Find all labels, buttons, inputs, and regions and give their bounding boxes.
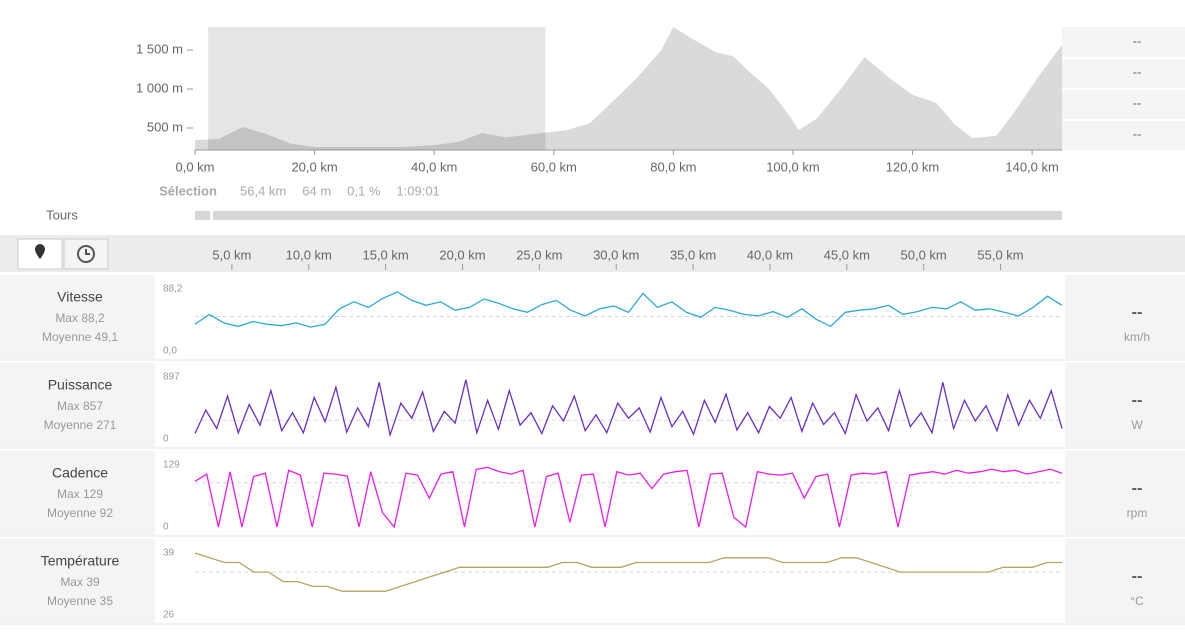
metric-unit: W (1131, 418, 1143, 432)
y-tick-label: 129 (163, 460, 180, 471)
tours-segment[interactable] (213, 211, 1062, 220)
metric-max: Max 88,2 (55, 311, 105, 325)
x-tick-label: 30,0 km (593, 247, 639, 262)
clock-hands (85, 249, 90, 255)
y-tick-label: 1 500 m (136, 41, 183, 56)
x-tick-label: 40,0 km (411, 159, 457, 174)
selection-label: Sélection (159, 183, 217, 198)
tours-segment[interactable] (195, 211, 210, 220)
metric-readout: -- (1132, 392, 1143, 409)
toolbar (0, 235, 1185, 272)
metric-unit: km/h (1124, 330, 1150, 344)
label-panel (0, 275, 155, 359)
readout: -- (1133, 126, 1142, 141)
metric-name: Puissance (48, 377, 113, 393)
metric-unit: rpm (1127, 506, 1148, 520)
x-tick-label: 25,0 km (516, 247, 562, 262)
label-panel (0, 363, 155, 447)
metric-max: Max 129 (57, 487, 103, 501)
metric-line (194, 466, 1063, 529)
tours-label: Tours (46, 207, 78, 222)
metric-mean: Moyenne 49,1 (42, 330, 118, 344)
x-tick-label: 40,0 km (747, 247, 793, 262)
metric-mean: Moyenne 92 (47, 506, 113, 520)
selection-value: 56,4 km (240, 183, 286, 198)
readout: -- (1133, 64, 1142, 79)
x-tick-label: 80,0 km (650, 159, 696, 174)
x-tick-label: 120,0 km (886, 159, 939, 174)
y-tick-label: 88,2 (163, 284, 183, 295)
metric-readout: -- (1132, 568, 1143, 585)
x-tick-label: 20,0 km (439, 247, 485, 262)
metric-line (194, 552, 1062, 592)
metric-mean: Moyenne 271 (44, 418, 117, 432)
x-tick-label: 55,0 km (977, 247, 1023, 262)
metric-line (194, 291, 1063, 328)
metric-mean: Moyenne 35 (47, 594, 113, 608)
y-tick-label: 0,0 (163, 346, 177, 357)
selection-value: 64 m (302, 183, 331, 198)
x-tick-label: 50,0 km (901, 247, 947, 262)
selection-value: 1:09:01 (396, 183, 439, 198)
y-tick-label: 0 (163, 522, 169, 533)
x-tick-label: 140,0 km (1005, 159, 1058, 174)
y-tick-label: 39 (163, 548, 175, 559)
marker-icon (35, 244, 45, 259)
metric-name: Cadence (52, 465, 108, 481)
metric-line (194, 379, 1063, 438)
y-tick-label: 500 m (147, 119, 183, 134)
x-tick-label: 0,0 km (175, 159, 214, 174)
x-tick-label: 10,0 km (286, 247, 332, 262)
x-tick-label: 45,0 km (824, 247, 870, 262)
x-tick-label: 20,0 km (291, 159, 337, 174)
clock-icon (77, 245, 95, 263)
readout: -- (1133, 33, 1142, 48)
y-tick-label: 1 000 m (136, 80, 183, 95)
x-tick-label: 35,0 km (670, 247, 716, 262)
elevation-area (195, 27, 1062, 150)
readout-panel (1065, 275, 1185, 359)
readout-panel (1065, 451, 1185, 535)
x-tick-label: 60,0 km (531, 159, 577, 174)
metric-name: Température (41, 553, 120, 569)
metric-unit: °C (1130, 594, 1144, 608)
metric-max: Max 39 (60, 575, 100, 589)
metric-readout: -- (1132, 304, 1143, 321)
label-panel (0, 451, 155, 535)
readout-panel (1065, 363, 1185, 447)
readout-panel (1065, 539, 1185, 623)
label-panel (0, 539, 155, 623)
y-tick-label: 897 (163, 372, 180, 383)
selection-window (208, 27, 546, 150)
y-tick-label: 0 (163, 434, 169, 445)
selection-value: 0,1 % (347, 183, 381, 198)
metric-name: Vitesse (57, 289, 103, 305)
x-tick-label: 5,0 km (212, 247, 251, 262)
metric-readout: -- (1132, 480, 1143, 497)
readout: -- (1133, 95, 1142, 110)
x-tick-label: 100,0 km (766, 159, 819, 174)
y-tick-label: 26 (163, 610, 175, 621)
metric-max: Max 857 (57, 399, 103, 413)
x-tick-label: 15,0 km (362, 247, 408, 262)
